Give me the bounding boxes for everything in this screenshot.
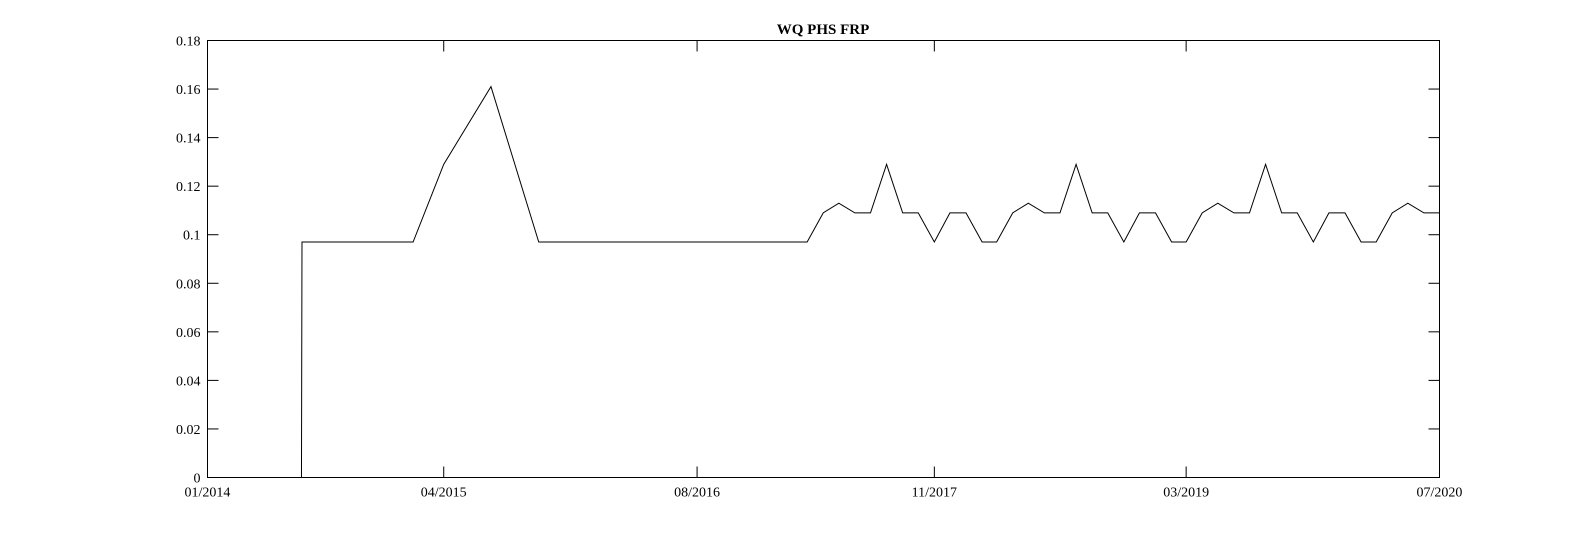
x-tick-label: 11/2017 — [912, 486, 957, 501]
y-tick-label: 0 — [194, 472, 201, 487]
x-tick-label: 04/2015 — [421, 486, 467, 501]
x-tick-label: 03/2019 — [1163, 486, 1209, 501]
y-tick-label: 0.14 — [176, 132, 201, 147]
plot-frame — [207, 40, 1440, 478]
x-tick-label: 07/2020 — [1417, 486, 1463, 501]
y-tick-label: 0.02 — [176, 423, 201, 438]
y-tick-label: 0.06 — [176, 326, 201, 341]
y-tick-label: 0.1 — [183, 229, 201, 244]
y-tick-label: 0.16 — [176, 83, 201, 98]
series-line — [207, 85, 1440, 478]
x-tick-label: 08/2016 — [674, 486, 720, 501]
y-axis: 0 0.02 0.04 0.06 0.08 0.1 0.12 0.14 0.16 0.18 — [176, 35, 1440, 487]
series-layer — [207, 85, 1440, 478]
y-tick-label: 0.12 — [176, 180, 201, 195]
x-axis: 01/2014 04/2015 08/2016 11/2017 03/2019 07/20… — [185, 40, 1463, 501]
x-tick-label: 01/2014 — [185, 486, 231, 501]
y-tick-label: 0.18 — [176, 35, 201, 50]
y-tick-label: 0.04 — [176, 374, 201, 389]
y-tick-label: 0.08 — [176, 277, 201, 292]
chart-title: WQ PHS FRP — [777, 22, 870, 38]
